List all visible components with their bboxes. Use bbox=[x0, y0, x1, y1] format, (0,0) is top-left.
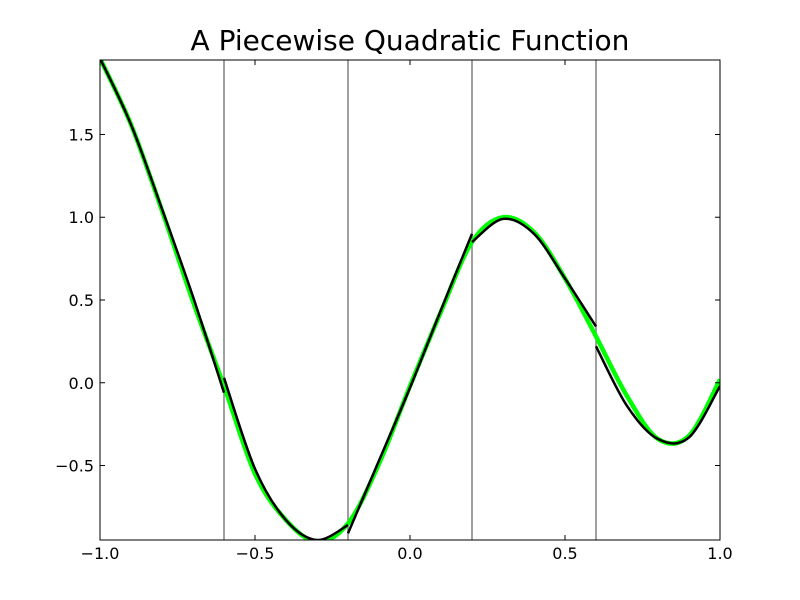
x-tick-label: −0.5 bbox=[236, 544, 275, 563]
y-tick-label: 0.5 bbox=[69, 291, 94, 310]
y-tick-label: 0.0 bbox=[69, 374, 94, 393]
series-segment-black bbox=[471, 217, 598, 328]
x-tick-label: 1.0 bbox=[707, 544, 732, 563]
series-segment-black bbox=[222, 377, 349, 540]
x-axis-ticks: −1.0 −0.5 0.0 0.5 1.0 bbox=[81, 60, 733, 563]
breakpoint-lines bbox=[223, 60, 597, 540]
y-tick-label: 1.5 bbox=[69, 125, 94, 144]
x-tick-label: −1.0 bbox=[81, 544, 120, 563]
series-segment-black bbox=[100, 60, 226, 394]
x-tick-label: 0.0 bbox=[397, 544, 422, 563]
y-axis-ticks: −0.5 0.0 0.5 1.0 1.5 bbox=[55, 125, 720, 476]
series-segment-black bbox=[346, 233, 474, 534]
series-segment-black bbox=[594, 345, 720, 445]
series-piecewise-approximation bbox=[100, 60, 720, 540]
chart-title: A Piecewise Quadratic Function bbox=[190, 24, 630, 57]
y-tick-label: −0.5 bbox=[55, 457, 94, 476]
x-tick-label: 0.5 bbox=[552, 544, 577, 563]
y-tick-label: 1.0 bbox=[69, 208, 94, 227]
